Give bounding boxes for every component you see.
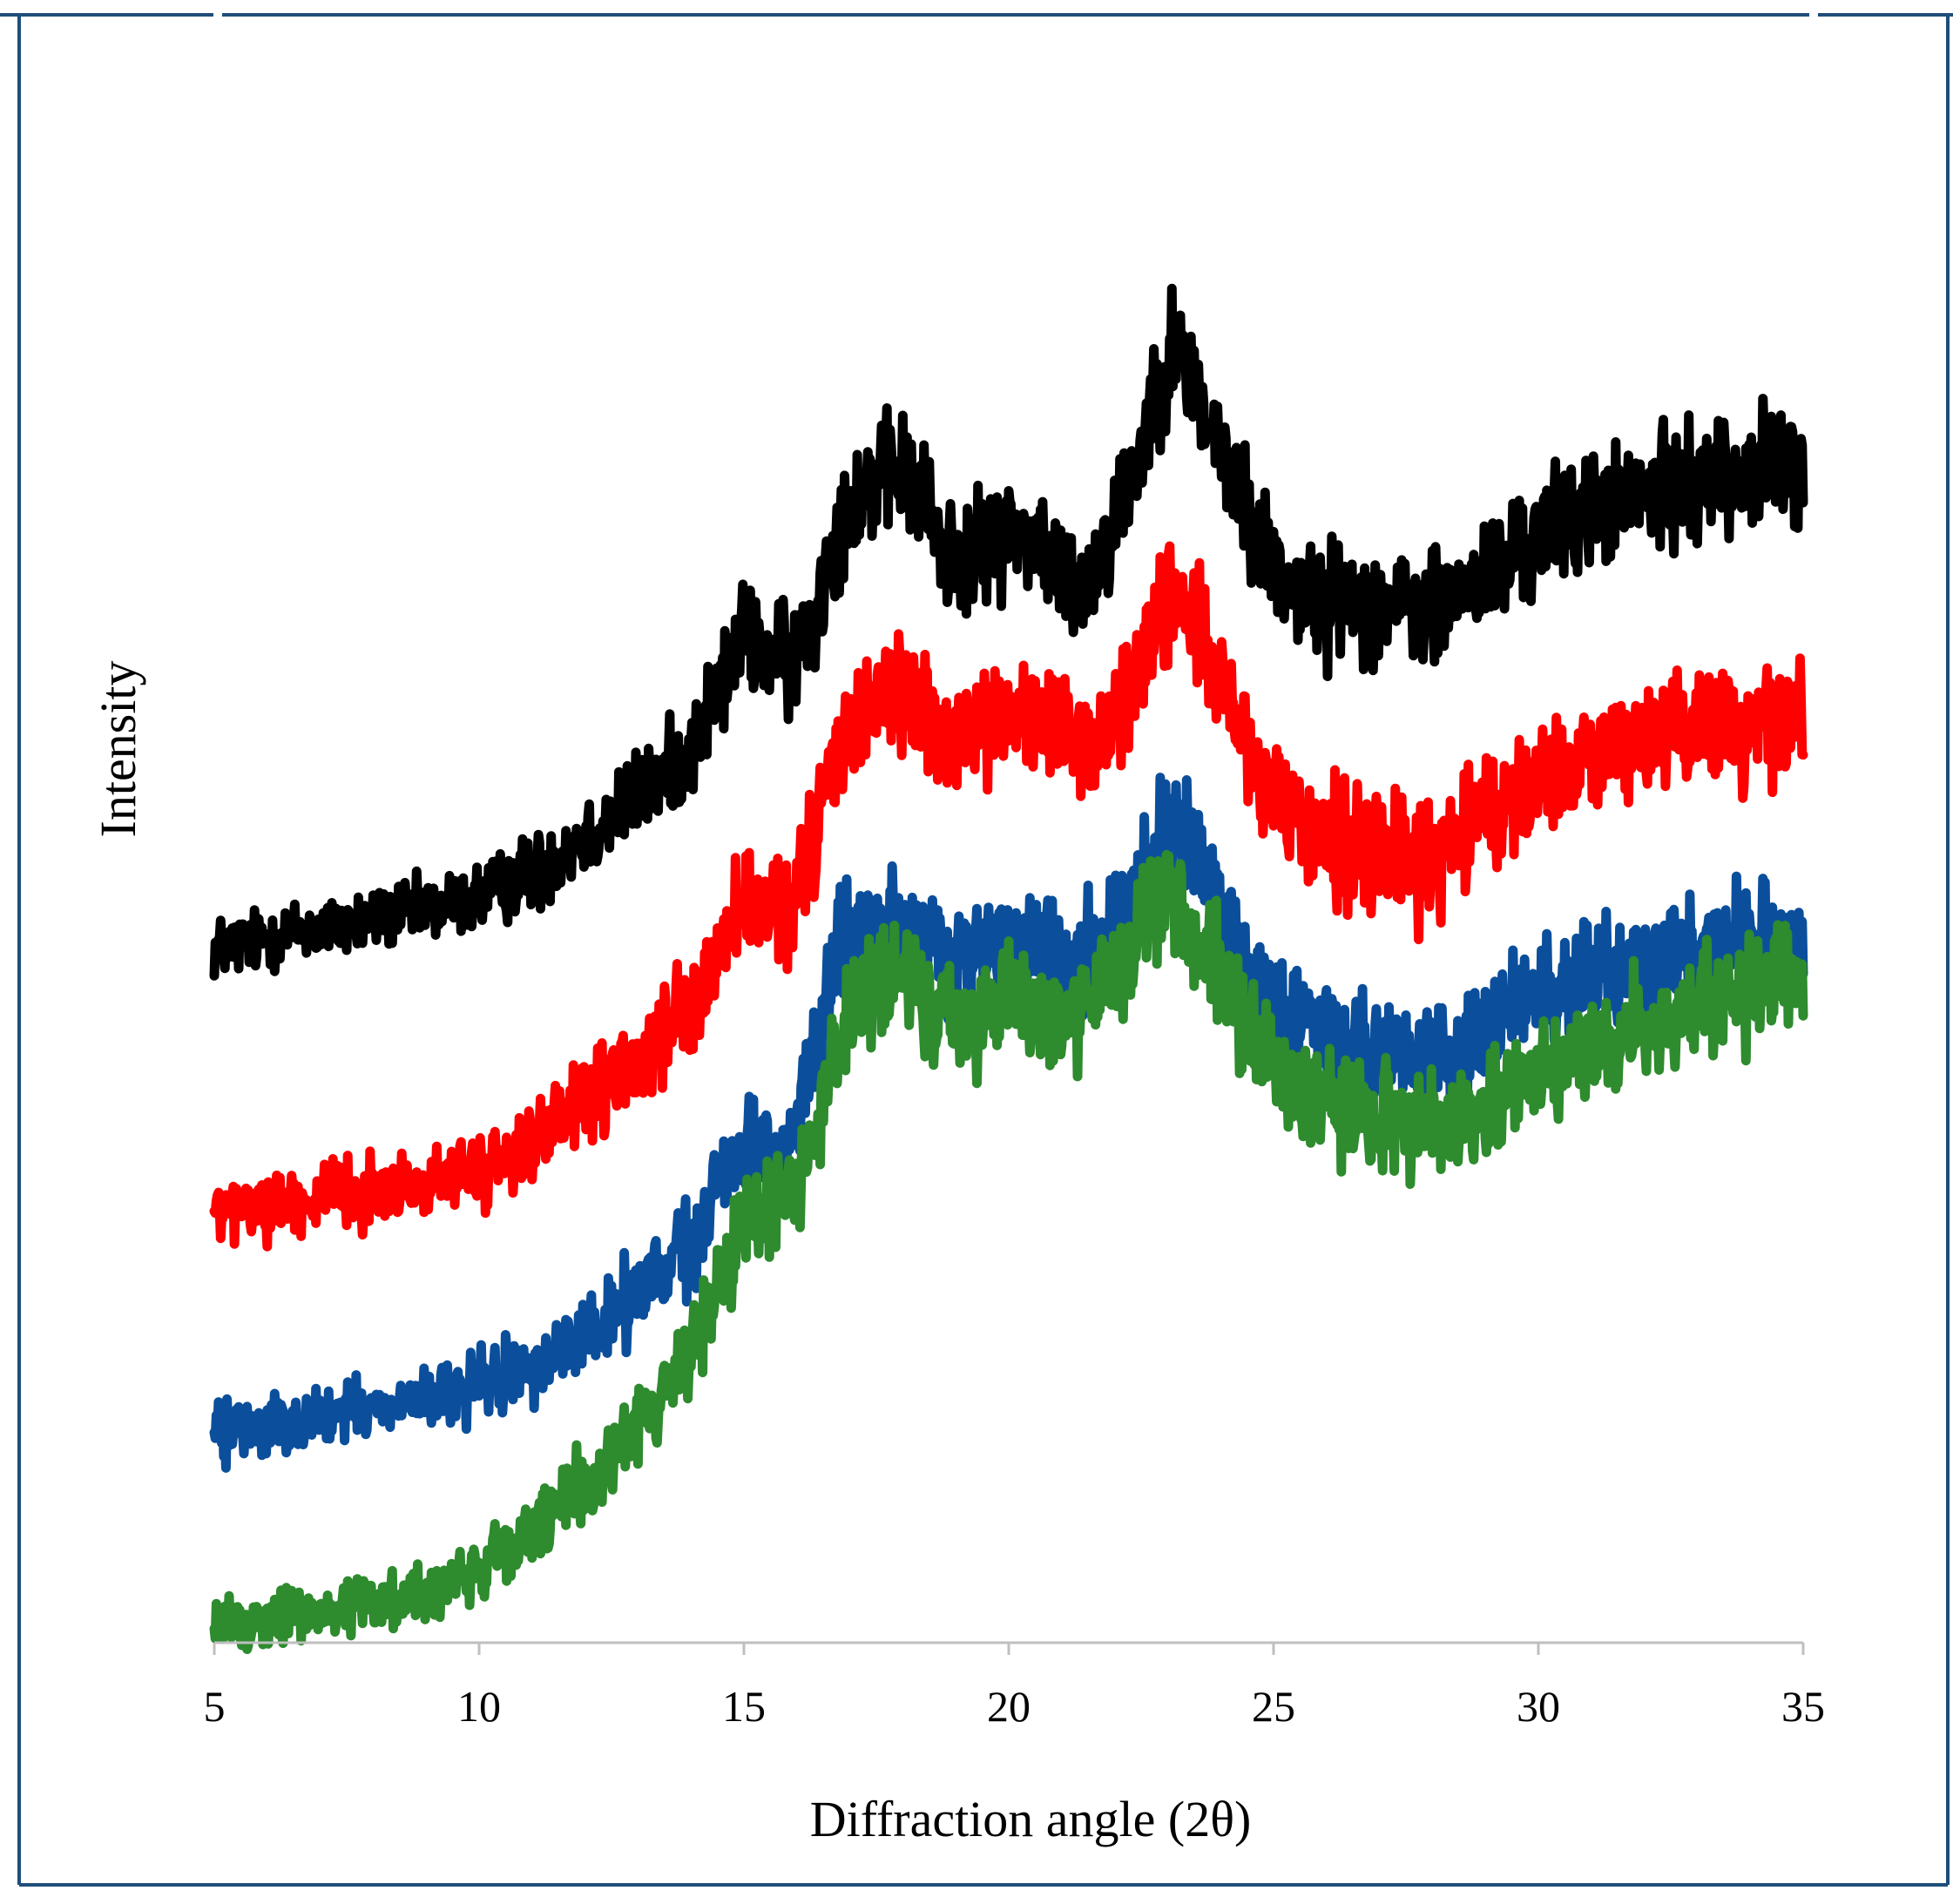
series-line-green [209, 849, 1808, 1655]
x-tick-label: 5 [204, 1682, 226, 1731]
figure-frame [0, 13, 1953, 1887]
x-axis: 5 10 15 20 25 30 35 [204, 1641, 1825, 1731]
y-axis-title: Intensity [90, 661, 146, 838]
x-tick-label: 25 [1252, 1682, 1295, 1731]
x-ticks: 5 10 15 20 25 30 35 [204, 1643, 1825, 1731]
x-tick-label: 15 [722, 1682, 766, 1731]
x-tick-label: 10 [457, 1682, 501, 1731]
x-tick-label: 30 [1517, 1682, 1560, 1731]
series-layer [209, 283, 1808, 1655]
series-line-black [209, 283, 1808, 981]
x-tick-label: 20 [987, 1682, 1031, 1731]
series-line-red [209, 541, 1808, 1252]
x-axis-title: Diffraction angle (2θ) [810, 1791, 1252, 1847]
x-tick-label: 35 [1781, 1682, 1825, 1731]
